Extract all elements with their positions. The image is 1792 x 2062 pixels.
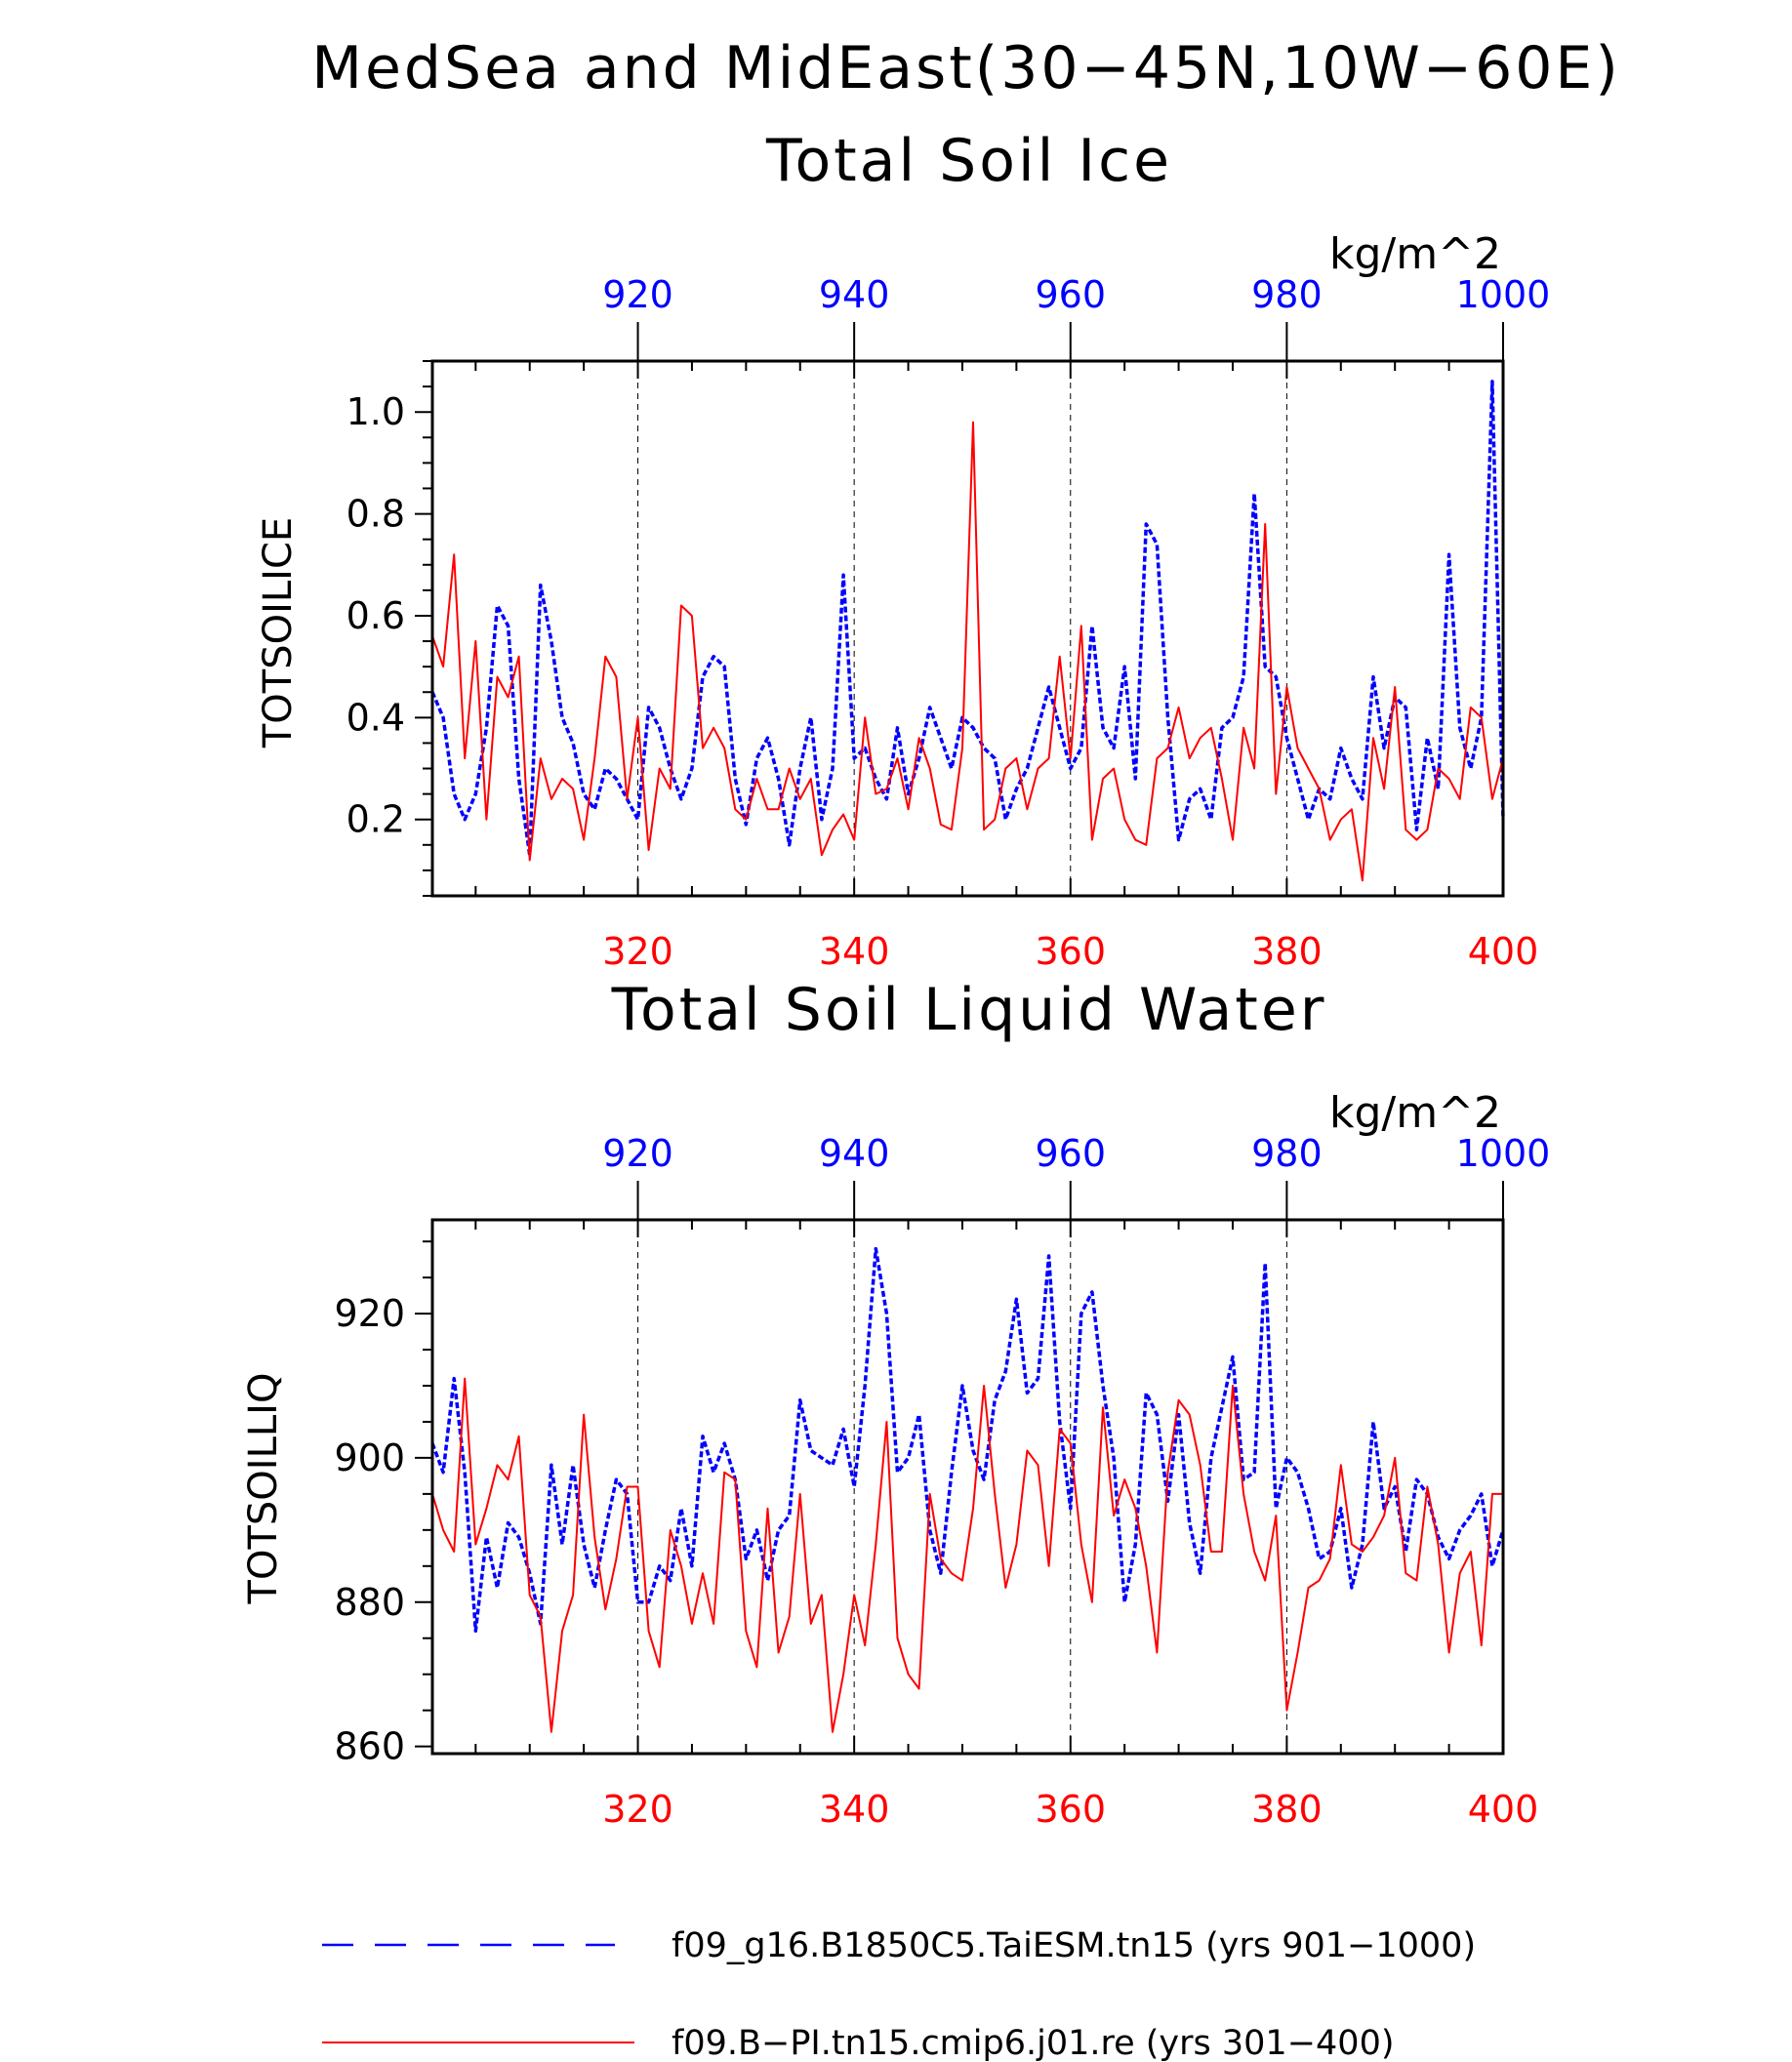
x-tick-label-bottom: 360 — [1036, 1788, 1107, 1831]
x-tick-label-bottom: 340 — [819, 1788, 890, 1831]
y-axis-label-ice: TOTSOILICE — [256, 517, 301, 748]
x-tick-label-bottom: 320 — [602, 1788, 673, 1831]
y-tick-label: 860 — [334, 1725, 405, 1768]
y-tick-label: 0.6 — [346, 594, 405, 637]
x-tick-label-top: 1000 — [1456, 1132, 1551, 1175]
y-axis-label-liquid: TOTSOILLIQ — [241, 1373, 286, 1605]
panel-soil-ice: kg/m^2 TOTSOILICE 320 340 360 380 400 920 940 9… — [256, 229, 1550, 973]
x-tick-label-bottom: 340 — [819, 930, 890, 973]
series-line-cmip6 — [431, 1377, 1503, 1733]
x-tick-label-bottom: 380 — [1251, 1788, 1323, 1831]
x-tick-label-top: 940 — [819, 273, 890, 316]
series-line-taiesm — [430, 380, 1505, 857]
subplot-title-liquid: Total Soil Liquid Water — [611, 976, 1327, 1044]
units-label-ice: kg/m^2 — [1329, 229, 1501, 279]
y-tick-label: 0.8 — [346, 493, 405, 536]
chart-title-line1: MedSea and MidEast(30−45N,10W−60E) — [311, 34, 1621, 102]
legend-label-taiesm: f09_g16.B1850C5.TaiESM.tn15 (yrs 901−100… — [672, 1926, 1476, 1965]
x-tick-label-bottom: 320 — [602, 930, 673, 973]
chart-title-line2: Total Soil Ice — [765, 127, 1172, 195]
x-tick-label-top: 940 — [819, 1132, 890, 1175]
x-tick-label-top: 960 — [1036, 273, 1107, 316]
x-tick-label-top: 980 — [1251, 1132, 1323, 1175]
plot-frame — [430, 1218, 1505, 1756]
x-tick-label-bottom: 400 — [1468, 1788, 1539, 1831]
x-tick-label-top: 980 — [1251, 273, 1323, 316]
panel-soil-liquid: Total Soil Liquid Water kg/m^2 TOTSOILLI… — [241, 976, 1550, 1831]
y-tick-label: 880 — [334, 1581, 405, 1624]
x-tick-label-bottom: 360 — [1036, 930, 1107, 973]
series-line-cmip6 — [431, 421, 1504, 882]
legend-label-cmip6: f09.B−PI.tn15.cmip6.j01.re (yrs 301−400) — [672, 2024, 1395, 2062]
y-tick-label: 0.4 — [346, 696, 405, 739]
x-tick-label-top: 960 — [1036, 1132, 1107, 1175]
y-tick-label: 0.2 — [346, 798, 405, 841]
units-label-liquid: kg/m^2 — [1329, 1088, 1501, 1138]
x-tick-label-top: 1000 — [1456, 273, 1551, 316]
y-tick-label: 1.0 — [346, 390, 405, 433]
y-tick-label: 900 — [334, 1436, 405, 1479]
y-tick-label: 920 — [334, 1292, 405, 1335]
x-tick-label-bottom: 400 — [1468, 930, 1539, 973]
x-tick-label-top: 920 — [602, 1132, 673, 1175]
plot-frame — [430, 359, 1505, 898]
x-tick-label-top: 920 — [602, 273, 673, 316]
legend: f09_g16.B1850C5.TaiESM.tn15 (yrs 901−100… — [322, 1926, 1476, 2062]
x-tick-label-bottom: 380 — [1251, 930, 1323, 973]
series-line-taiesm — [430, 1246, 1505, 1634]
